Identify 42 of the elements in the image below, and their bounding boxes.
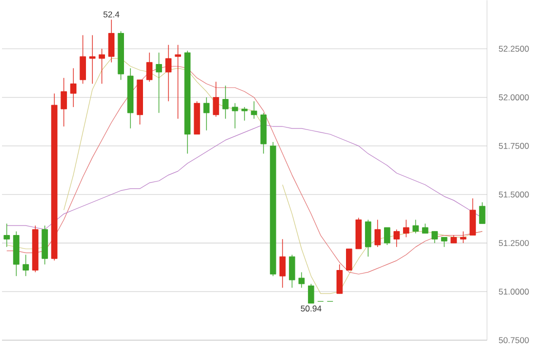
candlestick bbox=[203, 97, 210, 131]
candlestick bbox=[4, 224, 10, 248]
candlestick bbox=[250, 101, 258, 120]
candlestick bbox=[384, 227, 390, 246]
candlestick bbox=[212, 82, 220, 118]
candlestick bbox=[336, 264, 343, 294]
y-tick-label: 51.2500 bbox=[498, 240, 529, 246]
candlestick bbox=[479, 202, 486, 224]
candlestick bbox=[412, 220, 419, 234]
candlestick bbox=[165, 44, 172, 102]
candlestick bbox=[232, 103, 238, 130]
y-tick-label: 51.5000 bbox=[498, 192, 529, 198]
candlestick bbox=[156, 52, 162, 114]
candlestick bbox=[308, 284, 314, 304]
candlestick bbox=[174, 44, 182, 120]
candlestick bbox=[460, 231, 466, 244]
candlestick bbox=[394, 229, 400, 248]
y-tick-label: 50.7500 bbox=[498, 337, 529, 344]
candlestick bbox=[70, 68, 76, 108]
candlestick bbox=[432, 231, 438, 244]
candlestick bbox=[288, 254, 296, 288]
candlestick bbox=[241, 106, 248, 122]
candlestick bbox=[60, 78, 67, 128]
y-tick-label: 52.2500 bbox=[498, 46, 529, 52]
candlestick bbox=[80, 35, 86, 84]
candlestick bbox=[98, 48, 105, 84]
y-tick-label: 52.0000 bbox=[498, 94, 529, 101]
candlestick bbox=[279, 239, 286, 288]
candlestick bbox=[403, 220, 410, 238]
y-tick-label: 51.7500 bbox=[498, 143, 529, 150]
candlestick bbox=[22, 254, 29, 277]
annotation: 50.94 bbox=[300, 306, 322, 312]
candlestick bbox=[298, 272, 305, 288]
candlestick bbox=[374, 220, 381, 248]
annotation: 52.4 bbox=[103, 12, 120, 18]
candlestick bbox=[108, 20, 114, 63]
candlestick bbox=[89, 35, 96, 84]
y-tick-label: 51.0000 bbox=[498, 288, 529, 295]
candlestick bbox=[146, 52, 153, 82]
candlestick bbox=[441, 237, 448, 248]
candlestick bbox=[346, 248, 352, 271]
candlestick bbox=[222, 86, 229, 120]
